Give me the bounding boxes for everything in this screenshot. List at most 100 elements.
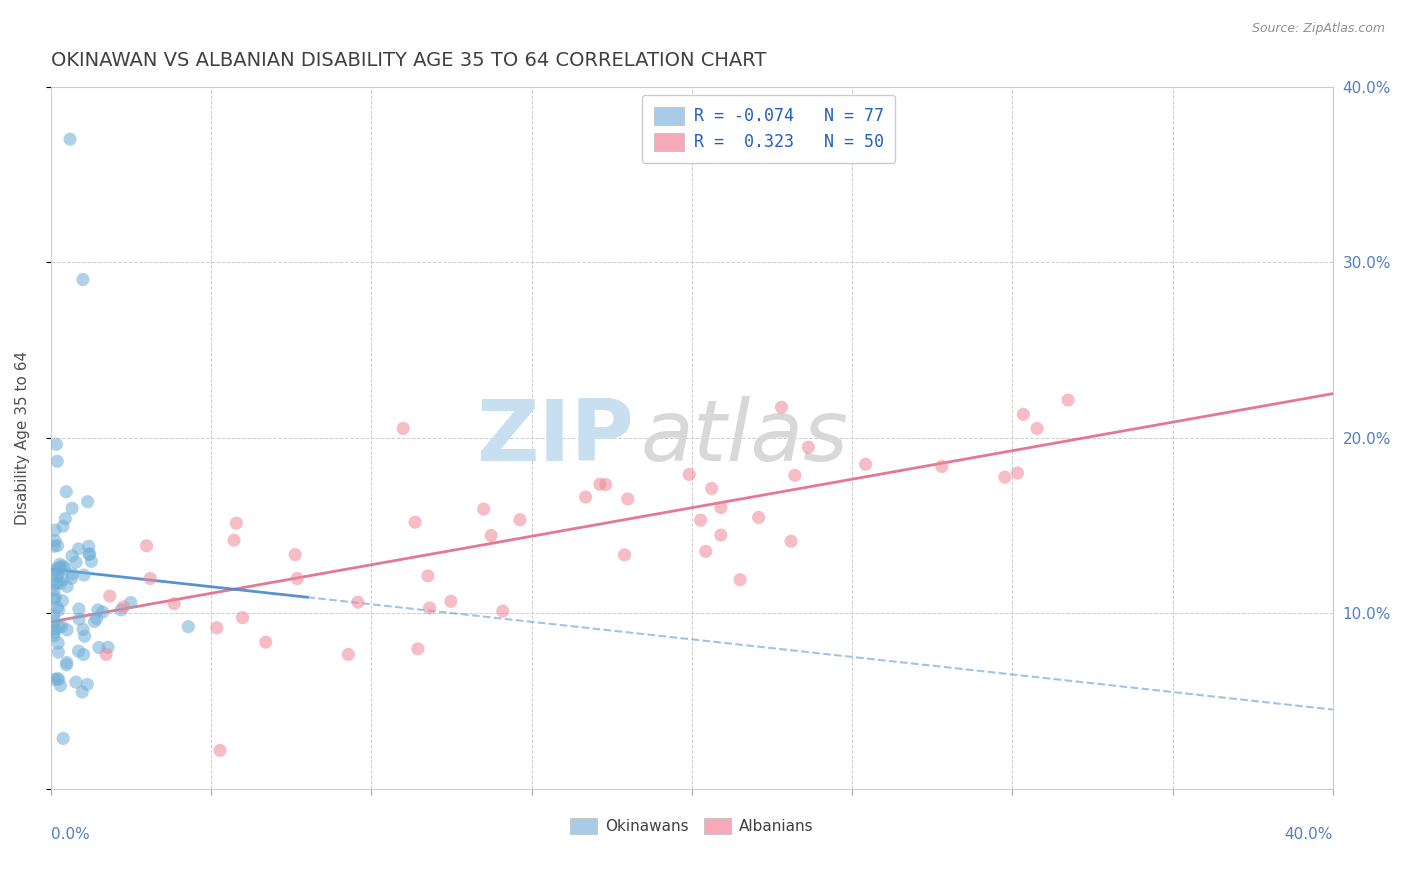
Point (177, 620, 200, 634)
Point (80, 554, 103, 568)
Point (770, 401, 793, 415)
Point (70, 685, 93, 699)
Point (45, 437, 67, 451)
Point (49, 576, 72, 591)
Point (728, 573, 751, 587)
Point (77, 539, 100, 553)
Point (232, 610, 254, 624)
Point (48, 619, 70, 633)
Point (616, 491, 638, 506)
Point (65, 555, 87, 569)
Point (855, 457, 877, 471)
Point (42, 615, 65, 629)
Point (67, 612, 90, 626)
Point (44, 623, 66, 637)
Point (51, 619, 73, 633)
Point (1012, 408, 1035, 422)
Point (48, 603, 70, 617)
Point (51, 594, 73, 608)
Point (76, 494, 98, 508)
Point (1007, 466, 1029, 480)
Point (163, 597, 186, 611)
Point (110, 603, 132, 617)
Point (60, 549, 83, 563)
Point (49, 560, 72, 574)
Point (46, 454, 69, 468)
Point (46, 636, 69, 650)
Point (53, 561, 76, 575)
Point (285, 572, 308, 586)
Point (440, 594, 463, 608)
Point (87, 640, 110, 655)
Point (42, 583, 65, 598)
Point (783, 468, 806, 483)
Point (1057, 392, 1080, 407)
Point (225, 516, 247, 530)
Point (479, 528, 502, 542)
Point (67, 541, 90, 556)
Point (42, 673, 65, 687)
Point (700, 482, 723, 496)
Point (710, 528, 733, 542)
Point (52, 731, 75, 746)
Point (65, 675, 87, 690)
Text: Source: ZipAtlas.com: Source: ZipAtlas.com (1251, 22, 1385, 36)
Point (83, 615, 105, 629)
Point (1026, 421, 1049, 435)
Text: 0.0%: 0.0% (51, 827, 90, 842)
Point (91, 605, 114, 619)
Text: 40.0%: 40.0% (1285, 827, 1333, 842)
Point (44, 533, 66, 548)
Point (780, 534, 803, 549)
Point (56, 579, 79, 593)
Point (86, 611, 108, 625)
Point (472, 502, 495, 516)
Point (44, 591, 66, 605)
Point (73, 568, 96, 582)
Point (797, 440, 820, 454)
Point (42, 608, 65, 623)
Point (135, 539, 157, 553)
Point (46, 569, 69, 583)
Point (56, 623, 79, 637)
Point (46, 600, 69, 615)
Point (42, 625, 65, 640)
Point (337, 648, 360, 662)
Text: ZIP: ZIP (477, 396, 634, 479)
Point (60, 571, 83, 585)
Point (60, 566, 83, 581)
Point (52, 572, 75, 586)
Point (42, 629, 65, 643)
Point (492, 604, 515, 618)
Point (419, 601, 441, 615)
Point (406, 641, 429, 656)
Point (60, 501, 83, 516)
Point (44, 539, 66, 553)
Point (97, 640, 120, 655)
Point (77, 548, 100, 562)
Point (52, 519, 75, 533)
Point (416, 569, 439, 583)
Point (120, 595, 142, 609)
Point (42, 578, 65, 592)
Point (94, 648, 117, 662)
Point (347, 595, 370, 609)
Point (98, 589, 121, 603)
Point (46, 539, 69, 553)
Point (55, 484, 77, 499)
Point (73, 629, 96, 643)
Point (48, 558, 70, 572)
Point (87, 603, 110, 617)
Point (72, 272, 94, 286)
Point (46, 672, 69, 686)
Point (208, 743, 231, 757)
Point (49, 679, 72, 693)
Point (53, 511, 76, 525)
Point (748, 510, 770, 524)
Point (139, 572, 162, 586)
Point (59, 132, 82, 146)
Point (222, 533, 245, 548)
Point (55, 657, 77, 672)
Point (48, 673, 70, 687)
Point (46, 566, 69, 581)
